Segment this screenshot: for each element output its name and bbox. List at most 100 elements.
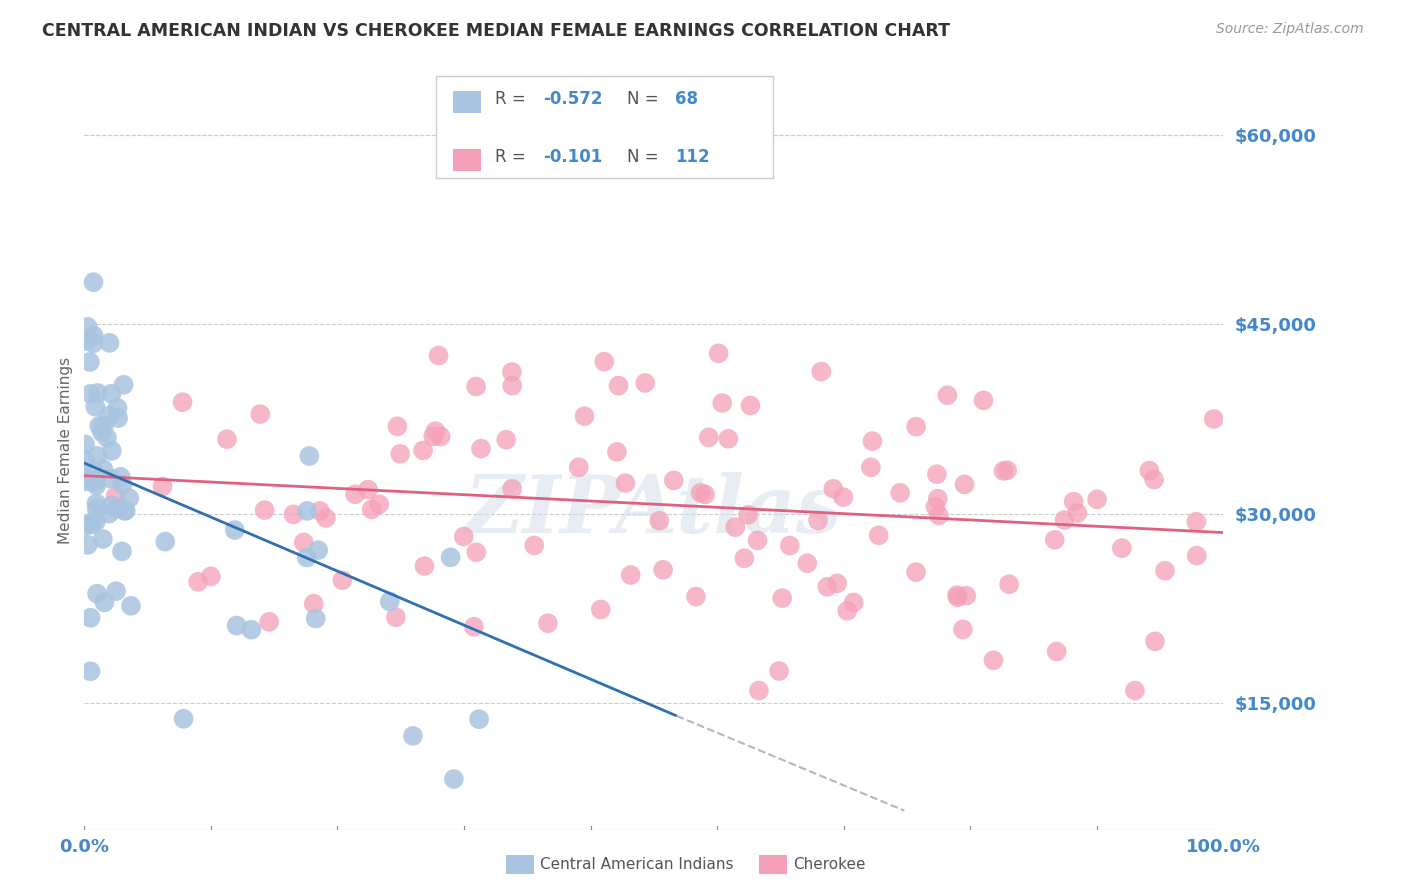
Point <box>387 419 409 434</box>
Point <box>87 386 110 401</box>
Point <box>825 576 848 591</box>
Point <box>215 432 238 446</box>
Point <box>298 449 321 463</box>
Point <box>86 496 108 510</box>
Point <box>501 378 523 392</box>
Point <box>711 396 734 410</box>
Point <box>76 319 98 334</box>
Point <box>79 387 101 401</box>
Point <box>995 463 1018 477</box>
Point <box>568 460 591 475</box>
Point <box>905 419 928 434</box>
Point <box>200 569 222 583</box>
Point <box>607 378 630 392</box>
Point <box>429 429 451 443</box>
Point <box>993 464 1015 478</box>
Point <box>93 462 115 476</box>
Point <box>305 611 328 625</box>
Point <box>815 580 838 594</box>
Point <box>453 529 475 543</box>
Point <box>936 388 959 402</box>
Point <box>114 503 136 517</box>
Point <box>1123 683 1146 698</box>
Point <box>905 565 928 579</box>
Point <box>470 442 492 456</box>
Point <box>344 487 367 501</box>
Point <box>413 559 436 574</box>
Point <box>614 476 637 491</box>
Text: N =: N = <box>627 148 664 166</box>
Point <box>385 610 408 624</box>
Point <box>589 602 612 616</box>
Point <box>295 550 318 565</box>
Point <box>1063 494 1085 508</box>
Point <box>463 620 485 634</box>
Point <box>501 482 523 496</box>
Point <box>292 535 315 549</box>
Point <box>330 573 353 587</box>
Point <box>82 275 104 289</box>
Point <box>75 518 97 533</box>
Point <box>465 545 488 559</box>
Point <box>402 729 425 743</box>
Point <box>501 365 523 379</box>
Point <box>75 334 97 348</box>
Point <box>82 336 104 351</box>
Point <box>253 503 276 517</box>
Point <box>101 443 124 458</box>
Point <box>79 665 101 679</box>
Point <box>662 474 685 488</box>
Point <box>112 377 135 392</box>
Point <box>91 425 114 440</box>
Point <box>73 454 96 468</box>
Point <box>1043 533 1066 547</box>
Point <box>953 477 976 491</box>
Point <box>79 355 101 369</box>
Text: 112: 112 <box>675 148 710 166</box>
Point <box>946 591 969 605</box>
Point <box>225 618 247 632</box>
Point <box>302 597 325 611</box>
Point <box>82 464 104 478</box>
Point <box>118 491 141 506</box>
Point <box>983 653 1005 667</box>
Point <box>368 497 391 511</box>
Point <box>308 504 330 518</box>
Point <box>747 533 769 548</box>
Point <box>537 616 560 631</box>
Point <box>86 587 108 601</box>
Point <box>593 354 616 368</box>
Point <box>1185 549 1208 563</box>
Point <box>1066 506 1088 520</box>
Point <box>91 532 114 546</box>
Point <box>1143 634 1166 648</box>
Point <box>770 591 793 606</box>
Point <box>1085 492 1108 507</box>
Point <box>152 479 174 493</box>
Point <box>748 683 770 698</box>
Point <box>84 478 107 492</box>
Point <box>111 544 134 558</box>
Text: R =: R = <box>495 148 536 166</box>
Point <box>173 712 195 726</box>
Point <box>796 556 818 570</box>
Point <box>105 501 128 516</box>
Point <box>707 346 730 360</box>
Point <box>357 483 380 497</box>
Point <box>1143 473 1166 487</box>
Point <box>689 485 711 500</box>
Point <box>737 508 759 522</box>
Point <box>111 477 134 491</box>
Point <box>83 328 105 343</box>
Point <box>249 407 271 421</box>
Point <box>768 664 790 678</box>
Point <box>606 445 628 459</box>
Point <box>240 623 263 637</box>
Point <box>98 507 121 521</box>
Point <box>105 584 128 599</box>
Point <box>823 482 845 496</box>
Point <box>97 409 120 423</box>
Point <box>495 433 517 447</box>
Point <box>523 538 546 552</box>
Point <box>1202 412 1225 426</box>
